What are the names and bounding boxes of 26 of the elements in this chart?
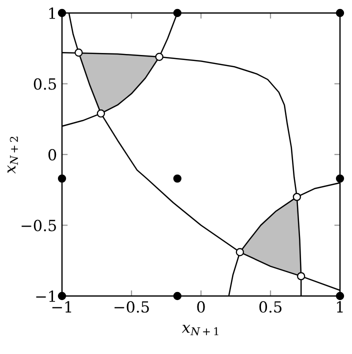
point [173, 292, 182, 300]
y-tick-label: −0.5 [22, 220, 56, 232]
point [336, 174, 344, 183]
y-axis-title: x$_{N+2}$ [8, 136, 18, 174]
point [155, 52, 164, 61]
point [96, 109, 106, 118]
y-tick-label: 0.5 [34, 78, 56, 90]
y-tick-label: −1 [36, 290, 55, 302]
point [58, 174, 66, 183]
x-tick-label: 0 [197, 301, 205, 313]
x-axis-title: x$_{N+1}$ [182, 324, 218, 336]
point [173, 174, 182, 183]
x-tick-label: −0.5 [114, 301, 149, 313]
point [336, 292, 344, 300]
point [173, 8, 182, 18]
x-tick-label: 1 [337, 301, 343, 312]
y-tick-label: 0 [48, 148, 56, 161]
point [296, 272, 306, 280]
point [336, 8, 344, 18]
point [236, 248, 244, 256]
point [292, 192, 302, 202]
point [74, 48, 83, 57]
point [58, 292, 66, 300]
y-tick-label: 1 [49, 7, 55, 19]
x-tick-label: 0.5 [259, 301, 282, 313]
point [58, 8, 66, 18]
